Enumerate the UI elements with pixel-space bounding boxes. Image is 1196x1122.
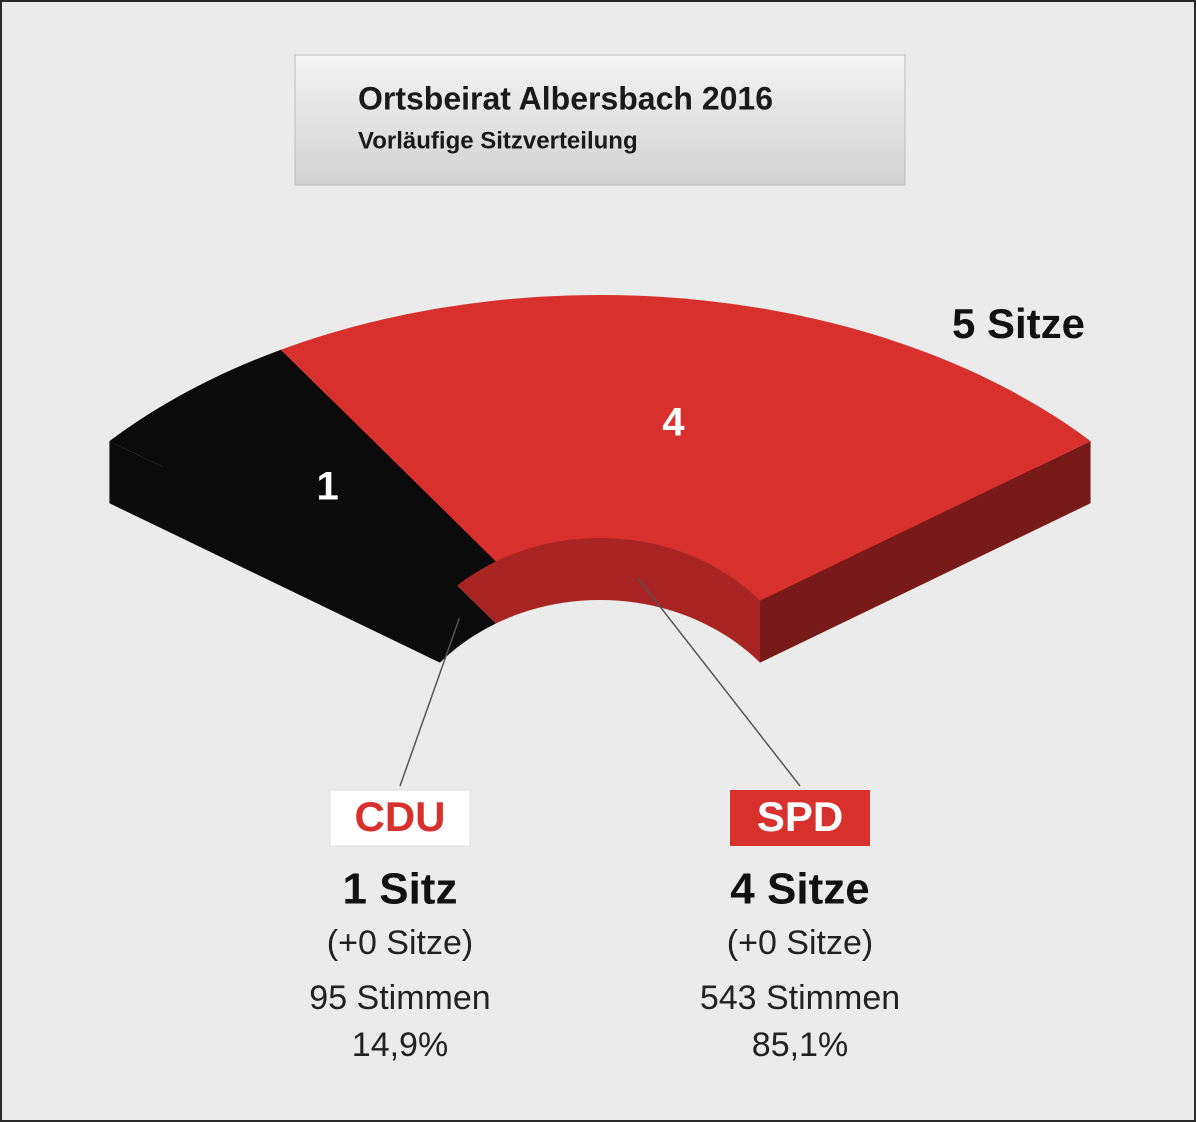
chart-title: Ortsbeirat Albersbach 2016 <box>358 80 773 116</box>
segment-value-label: 1 <box>316 464 338 508</box>
segment-value-label: 4 <box>662 400 685 444</box>
chart-subtitle: Vorläufige Sitzverteilung <box>358 127 638 154</box>
party-name: SPD <box>757 793 843 840</box>
seat-label: 4 Sitze <box>730 865 869 914</box>
segment <box>109 349 496 601</box>
segment-end <box>109 441 441 663</box>
seat-label: 1 Sitz <box>343 865 458 914</box>
seat-arc: 14 <box>109 295 1091 663</box>
change-label: (+0 Sitze) <box>727 924 873 962</box>
legend: CDU 1 Sitz (+0 Sitze) 95 Stimmen 14,9% SPD 4 S… <box>309 577 900 1064</box>
party-logo <box>730 790 870 846</box>
vote-label: 95 Stimmen <box>309 979 490 1017</box>
segment <box>280 295 1091 601</box>
leader-line <box>637 577 801 787</box>
share-label: 14,9% <box>352 1026 448 1064</box>
change-label: (+0 Sitze) <box>327 924 473 962</box>
total-label: 5 Sitze <box>952 300 1085 347</box>
share-label: 85,1% <box>752 1026 848 1064</box>
party-logo <box>329 789 471 847</box>
vote-label: 543 Stimmen <box>700 979 900 1017</box>
party-name: CDU <box>355 793 446 840</box>
segment-end <box>759 441 1091 663</box>
leader-line <box>399 618 461 787</box>
title-box <box>294 54 906 186</box>
